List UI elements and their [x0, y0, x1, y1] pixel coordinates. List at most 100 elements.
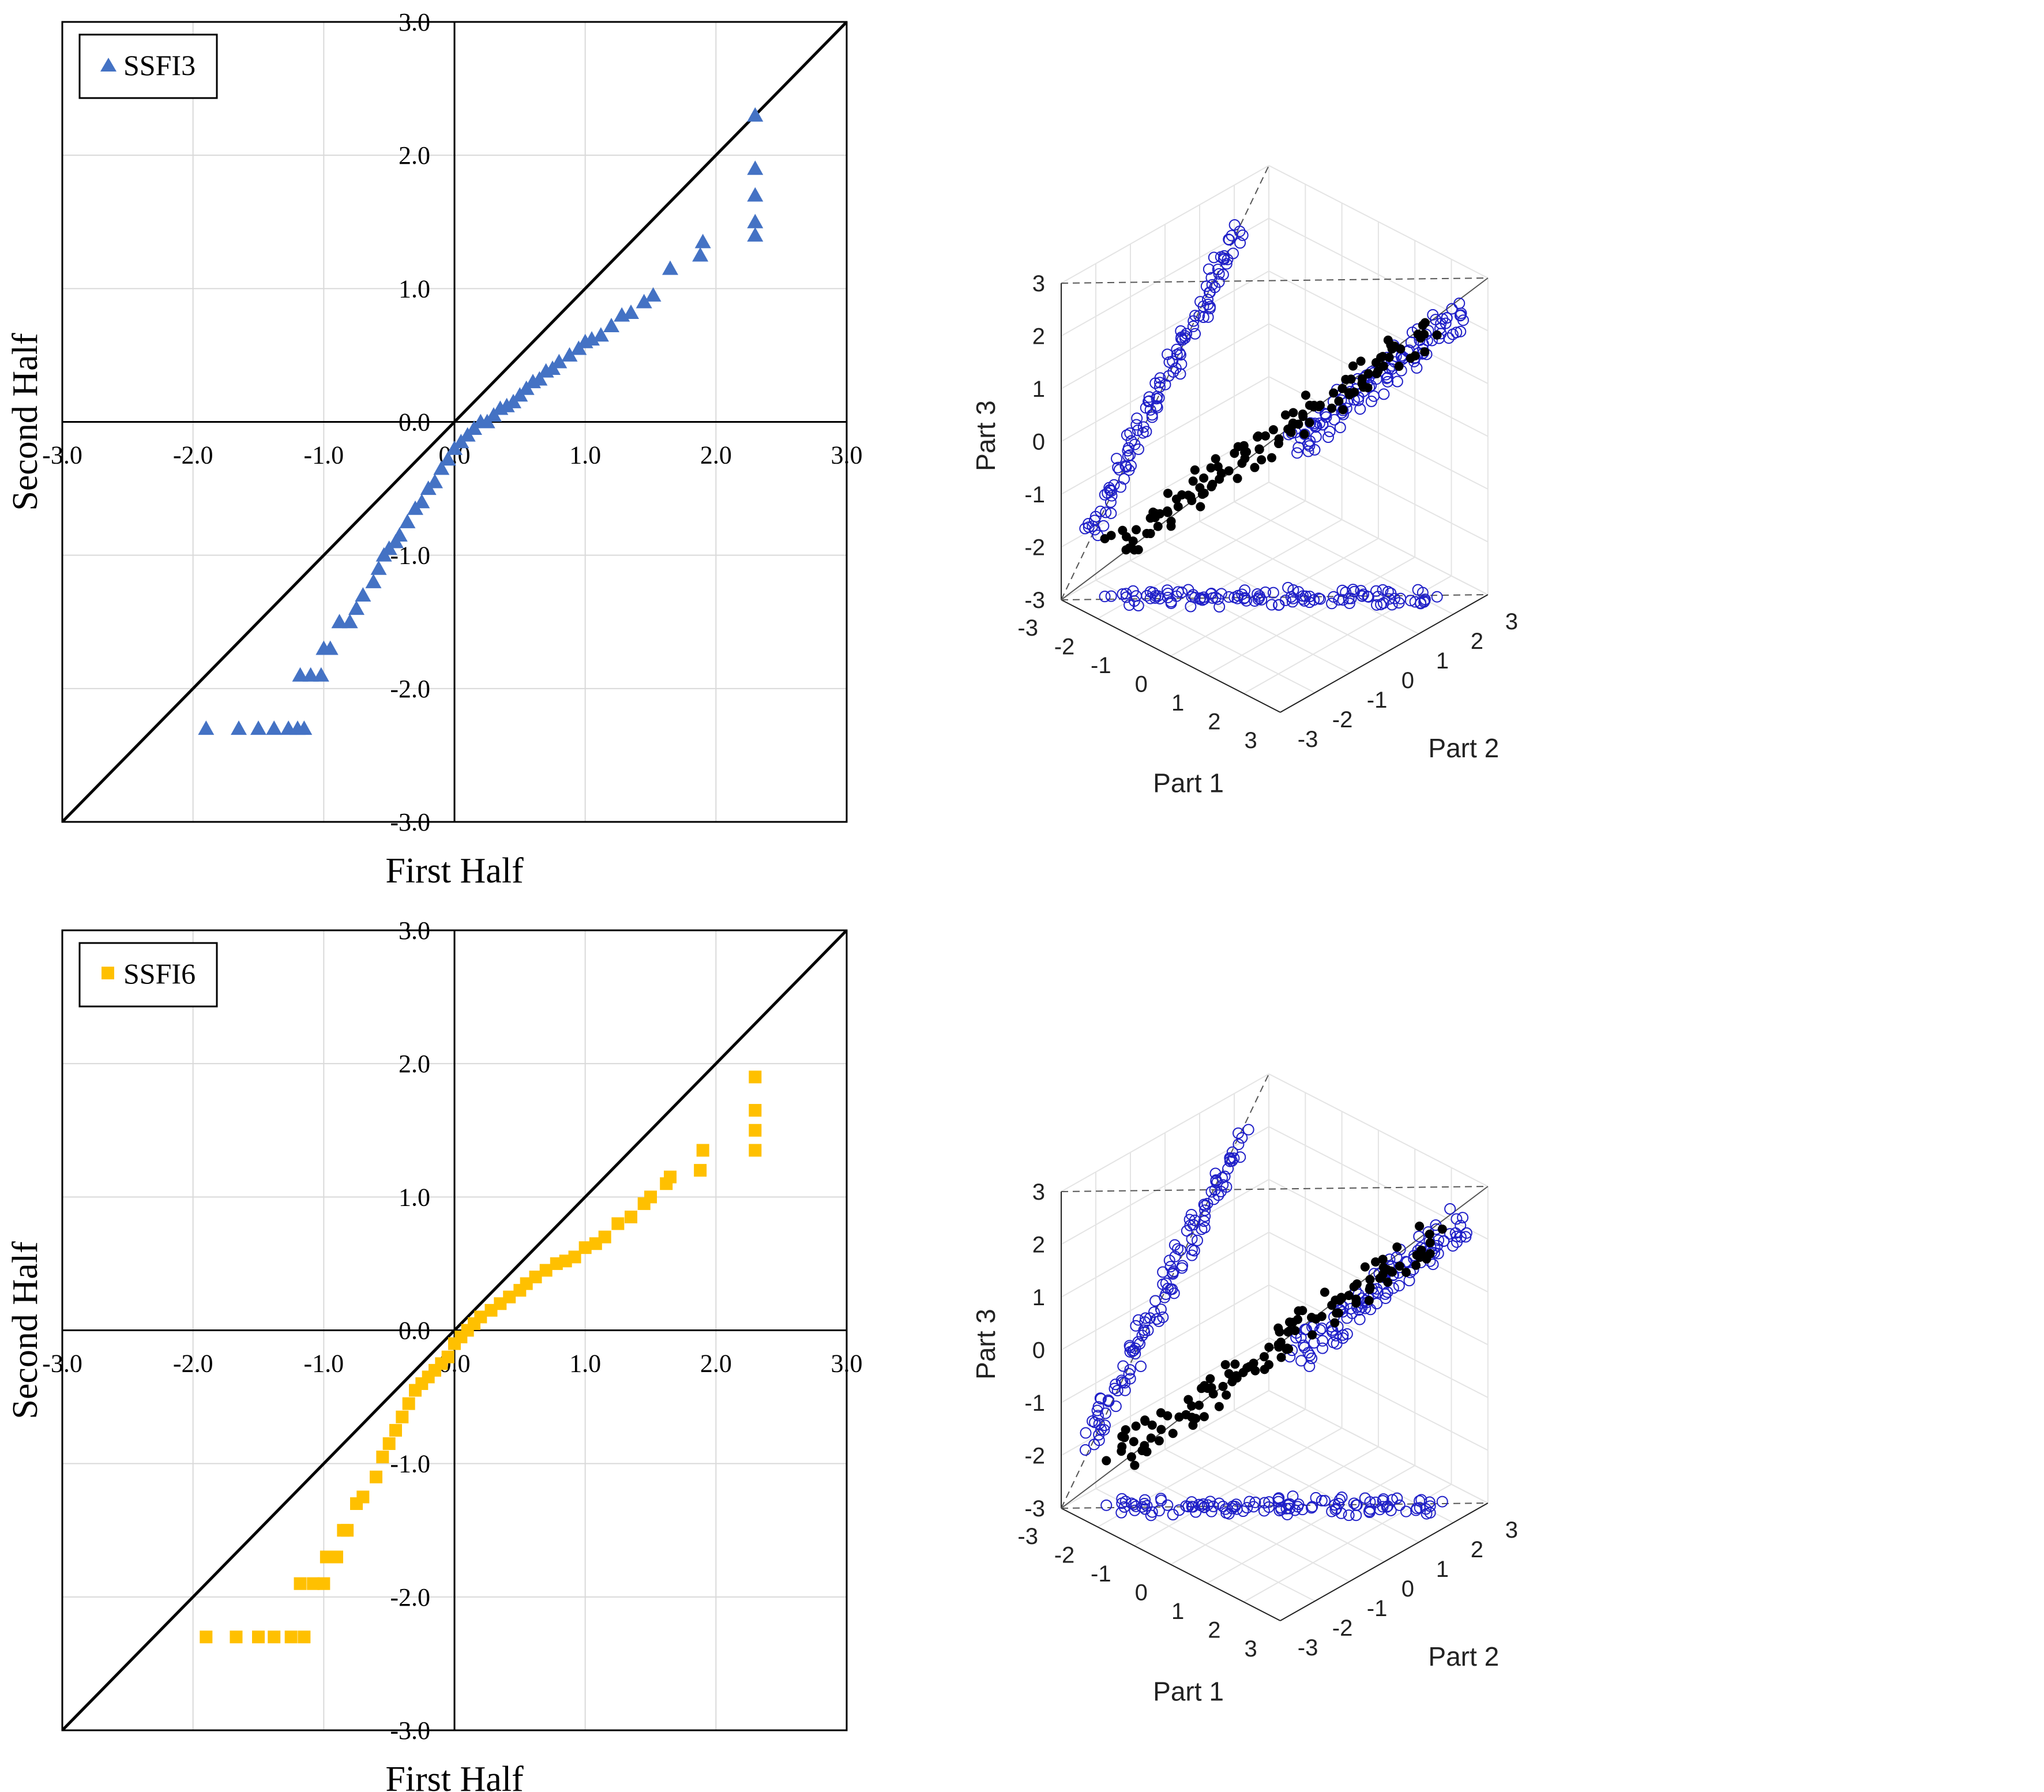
data-point-square — [230, 1631, 243, 1644]
y-axis-edge — [1280, 594, 1489, 713]
data-point-3d — [1420, 318, 1430, 328]
data-point-square — [389, 1423, 402, 1437]
data-point-3d — [1140, 1441, 1149, 1451]
data-point-3d — [1348, 361, 1358, 371]
data-point-triangle — [692, 247, 709, 262]
projection-point-floor — [1207, 1500, 1219, 1512]
projection-point-wall — [1088, 514, 1100, 527]
data-point-3d — [1276, 1353, 1286, 1362]
data-point-square — [644, 1190, 657, 1204]
data-point-3d — [1415, 1222, 1425, 1231]
projection-point-side — [1444, 1228, 1456, 1240]
data-point-square — [503, 1290, 516, 1303]
data-point-3d — [1363, 369, 1373, 379]
projection-point-floor — [1139, 1498, 1151, 1510]
data-point-square — [341, 1524, 354, 1537]
data-point-3d — [1230, 1359, 1240, 1369]
data-point-3d — [1196, 502, 1205, 512]
y-tick-label: 3 — [1505, 1517, 1518, 1543]
x-tick-label: 2 — [1208, 709, 1220, 735]
projection-point-floor — [1219, 1503, 1231, 1515]
data-point-3d — [1239, 441, 1249, 450]
projection-point-floor — [1391, 1492, 1403, 1504]
data-point-3d — [1191, 1414, 1201, 1423]
projection-point-side — [1446, 303, 1458, 315]
projection-point-wall — [1205, 1186, 1218, 1198]
projection-point-side — [1354, 403, 1366, 415]
projection-point-floor — [1343, 1509, 1355, 1521]
projection-point-wall — [1228, 1152, 1240, 1164]
projection-point-floor — [1105, 590, 1117, 602]
data-point-square — [294, 1577, 307, 1590]
data-point-3d — [1378, 361, 1388, 371]
projection-point-wall — [1099, 1419, 1111, 1432]
data-point-triangle — [662, 260, 678, 275]
data-point-3d — [1425, 1238, 1435, 1248]
x-tick-label: -3 — [1017, 615, 1038, 641]
projection-point-wall — [1129, 438, 1141, 450]
data-point-3d — [1363, 383, 1373, 393]
data-point-triangle — [603, 318, 619, 333]
data-point-3d — [1327, 403, 1337, 413]
data-point-square — [317, 1577, 330, 1590]
projection-point-side — [1324, 426, 1336, 438]
y-tick-label: 0.0 — [399, 408, 430, 437]
projection-point-floor — [1351, 1499, 1363, 1511]
projection-point-wall — [1189, 328, 1201, 340]
projection-point-wall — [1185, 1208, 1197, 1220]
projection-point-wall — [1157, 1266, 1169, 1278]
data-point-3d — [1168, 1429, 1178, 1438]
z-tick-label: 1 — [1032, 1285, 1045, 1310]
x-tick-label: 3 — [1245, 728, 1257, 753]
projection-point-floor — [1241, 595, 1253, 607]
projection-point-floor — [1431, 591, 1443, 603]
data-point-triangle — [231, 720, 247, 735]
wall-gridline — [1268, 217, 1489, 332]
projection-point-floor — [1139, 1494, 1151, 1506]
projection-point-wall — [1176, 1262, 1188, 1274]
z-tick-label: -3 — [1024, 588, 1045, 613]
projection-point-side — [1319, 408, 1331, 420]
data-point-square — [749, 1070, 762, 1084]
projection-point-wall — [1153, 377, 1166, 389]
projection-point-side — [1453, 297, 1466, 309]
data-point-3d — [1151, 509, 1160, 519]
projection-point-side — [1337, 1329, 1349, 1341]
projection-point-wall — [1187, 320, 1199, 332]
projection-point-floor — [1382, 585, 1394, 598]
projection-point-wall — [1111, 453, 1123, 465]
data-point-triangle — [747, 187, 764, 202]
z-tick-label: 3 — [1032, 1179, 1045, 1205]
projection-point-floor — [1187, 589, 1199, 601]
data-point-3d — [1162, 506, 1172, 516]
data-point-3d — [1249, 1358, 1258, 1368]
projection-point-floor — [1162, 591, 1174, 603]
legend-label: SSFI6 — [123, 957, 196, 990]
projection-point-wall — [1188, 1245, 1200, 1257]
data-point-3d — [1419, 329, 1429, 339]
projection-point-side — [1451, 1230, 1463, 1242]
wall-gridline — [1268, 165, 1489, 279]
projection-point-side — [1460, 1227, 1472, 1239]
data-point-triangle — [266, 720, 283, 735]
projection-point-wall — [1092, 1410, 1104, 1422]
data-point-3d — [1273, 439, 1283, 449]
data-point-3d — [1211, 454, 1220, 464]
data-point-3d — [1200, 1381, 1209, 1391]
x-tick-label: -3.0 — [42, 441, 82, 469]
data-point-3d — [1259, 1352, 1269, 1362]
data-point-3d — [1197, 489, 1207, 499]
data-point-3d — [1213, 462, 1223, 472]
data-point-3d — [1283, 1327, 1293, 1337]
projection-point-floor — [1139, 1503, 1151, 1515]
data-point-3d — [1190, 465, 1200, 475]
projection-point-wall — [1167, 1267, 1179, 1279]
projection-point-side — [1304, 1350, 1316, 1362]
data-point-3d — [1284, 1317, 1294, 1327]
projection-point-floor — [1393, 1499, 1406, 1511]
projection-point-wall — [1175, 358, 1188, 370]
projection-point-wall — [1232, 1127, 1244, 1139]
y-tick-label: 3 — [1505, 609, 1518, 634]
data-point-3d — [1205, 1374, 1215, 1384]
projection-point-floor — [1198, 1501, 1211, 1513]
